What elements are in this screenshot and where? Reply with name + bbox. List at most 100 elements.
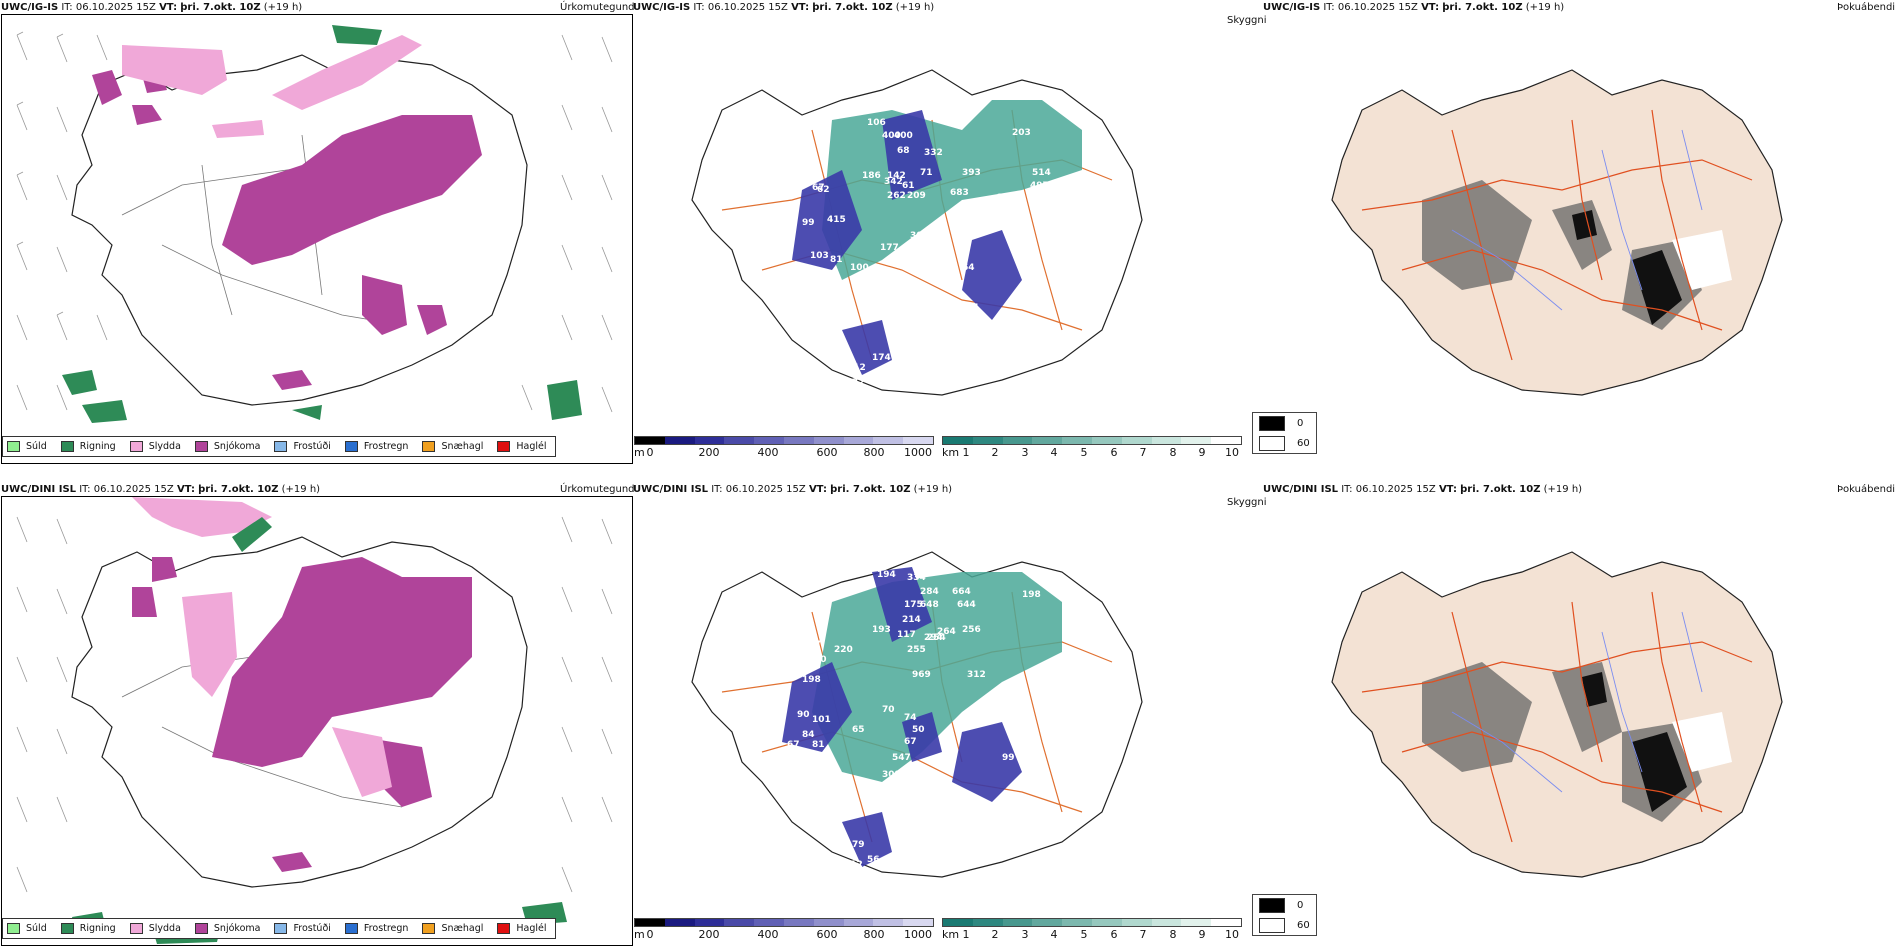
svg-text:81: 81 [812, 740, 825, 750]
svg-text:80: 80 [992, 213, 1005, 223]
svg-text:186: 186 [862, 171, 881, 181]
legend-item: Frostregn [344, 441, 408, 452]
legend-item: Snæhagl [422, 441, 483, 452]
svg-text:130: 130 [1000, 335, 1019, 345]
svg-text:99: 99 [1002, 753, 1015, 763]
fog-legend-item: 0 [1253, 413, 1316, 433]
svg-text:112: 112 [844, 860, 863, 870]
header-fog-row2: UWC/DINI ISL IT: 06.10.2025 15Z VT: þri.… [1263, 484, 1583, 495]
svg-text:82: 82 [797, 288, 810, 298]
svg-text:174: 174 [872, 353, 891, 363]
legend-item: Súld [7, 441, 47, 452]
svg-text:209: 209 [907, 191, 926, 201]
svg-text:68: 68 [897, 146, 910, 156]
precip-title-row1: Úrkomutegund [560, 2, 635, 13]
fog-legend-item: 60 [1253, 915, 1316, 935]
legend-item: Slydda [129, 923, 181, 934]
svg-text:256: 256 [962, 625, 981, 635]
precip-panel-row1: UWC/IG-IS IT: 06.10.2025 15Z VT: þri. 7.… [0, 0, 635, 468]
legend-item: Rigning [60, 923, 116, 934]
snow-area [222, 115, 482, 265]
svg-text:64: 64 [962, 263, 975, 273]
svg-text:103: 103 [810, 251, 829, 261]
visibility-panel-row1: UWC/IG-IS IT: 06.10.2025 15Z VT: þri. 7.… [632, 0, 1267, 468]
legend-item: Snjókoma [194, 923, 260, 934]
svg-text:312: 312 [967, 670, 986, 680]
svg-text:969: 969 [912, 670, 931, 680]
fog-panel-row1: UWC/IG-IS IT: 06.10.2025 15Z VT: þri. 7.… [1252, 0, 1900, 468]
svg-text:106: 106 [867, 118, 886, 128]
legend-item: Snjókoma [194, 441, 260, 452]
svg-text:65: 65 [852, 725, 865, 735]
svg-text:332: 332 [894, 103, 913, 113]
svg-text:74: 74 [904, 713, 917, 723]
svg-text:62: 62 [817, 185, 830, 195]
svg-text:193: 193 [872, 625, 891, 635]
svg-text:117: 117 [897, 630, 916, 640]
header-vis-row1: UWC/IG-IS IT: 06.10.2025 15Z VT: þri. 7.… [633, 2, 935, 13]
fog-legend-row2: 0 60 [1252, 894, 1317, 936]
cbar-m-bar [634, 436, 934, 445]
svg-text:56: 56 [867, 855, 880, 865]
svg-text:90: 90 [797, 710, 810, 720]
wind-barbs [16, 31, 613, 413]
svg-text:72: 72 [852, 378, 865, 388]
fog-panel-row2: UWC/DINI ISL IT: 06.10.2025 15Z VT: þri.… [1252, 482, 1900, 950]
vis-labels-row1: 332 106 400 400 68 342 332 71 393 203 51… [742, 103, 1051, 388]
precip-legend-row1: Súld Rigning Slydda Snjókoma Frostúði Fr… [2, 436, 556, 457]
svg-text:214: 214 [902, 615, 921, 625]
legend-item: Súld [7, 923, 47, 934]
svg-text:648: 648 [920, 600, 939, 610]
svg-text:70: 70 [882, 705, 895, 715]
legend-item: Frostregn [344, 923, 408, 934]
legend-item: Rigning [60, 441, 116, 452]
svg-text:81: 81 [830, 255, 843, 265]
svg-text:294: 294 [924, 633, 943, 643]
vis-labels-row2: 194 334 284 664 198 644 175 648 214 193 … [787, 570, 1041, 870]
svg-text:354: 354 [960, 303, 979, 313]
fog-map-row1 [1331, 69, 1783, 396]
svg-text:79: 79 [852, 840, 865, 850]
svg-text:262: 262 [887, 191, 906, 201]
svg-text:50: 50 [912, 725, 925, 735]
svg-text:644: 644 [957, 600, 976, 610]
cbar-m-row1: m 0 200 400 600 800 1000 [634, 436, 934, 459]
svg-text:175: 175 [904, 600, 923, 610]
legend-item: Snæhagl [422, 923, 483, 934]
svg-text:84: 84 [802, 730, 815, 740]
precip-map-row1 [1, 14, 633, 464]
svg-text:264: 264 [937, 627, 956, 637]
svg-text:101: 101 [812, 715, 831, 725]
fog-title-row2: Þokuábendi [1837, 484, 1896, 495]
svg-text:167: 167 [802, 640, 821, 650]
svg-text:112: 112 [847, 363, 866, 373]
svg-text:664: 664 [952, 587, 971, 597]
svg-text:177: 177 [880, 243, 899, 253]
svg-text:260: 260 [950, 315, 969, 325]
svg-text:547: 547 [892, 753, 911, 763]
svg-text:194: 194 [877, 570, 896, 580]
precip-panel-row2: UWC/DINI ISL IT: 06.10.2025 15Z VT: þri.… [0, 482, 635, 950]
header-vis-row2: UWC/DINI ISL IT: 06.10.2025 15Z VT: þri.… [633, 484, 953, 495]
svg-text:400: 400 [894, 131, 913, 141]
precip-map-row2 [1, 496, 633, 946]
header-fog-row1: UWC/IG-IS IT: 06.10.2025 15Z VT: þri. 7.… [1263, 2, 1565, 13]
legend-item: Slydda [129, 441, 181, 452]
svg-text:286: 286 [997, 193, 1016, 203]
precip-title-row2: Úrkomutegund [560, 484, 635, 495]
svg-text:203: 203 [1012, 128, 1031, 138]
fog-legend-item: 60 [1253, 433, 1316, 453]
legend-item: Frostúði [274, 923, 331, 934]
header-row1: UWC/IG-IS IT: 06.10.2025 15Z VT: þri. 7.… [1, 2, 303, 13]
legend-item: Haglél [497, 441, 547, 452]
svg-text:284: 284 [920, 587, 939, 597]
svg-text:67: 67 [904, 737, 917, 747]
svg-text:393: 393 [962, 168, 981, 178]
header-row2: UWC/DINI ISL IT: 06.10.2025 15Z VT: þri.… [1, 484, 321, 495]
svg-text:308: 308 [882, 770, 901, 780]
svg-text:828: 828 [742, 128, 761, 138]
svg-text:415: 415 [827, 215, 846, 225]
svg-text:71: 71 [920, 168, 933, 178]
sleet-area [122, 35, 422, 138]
iceland-outline [71, 54, 528, 406]
